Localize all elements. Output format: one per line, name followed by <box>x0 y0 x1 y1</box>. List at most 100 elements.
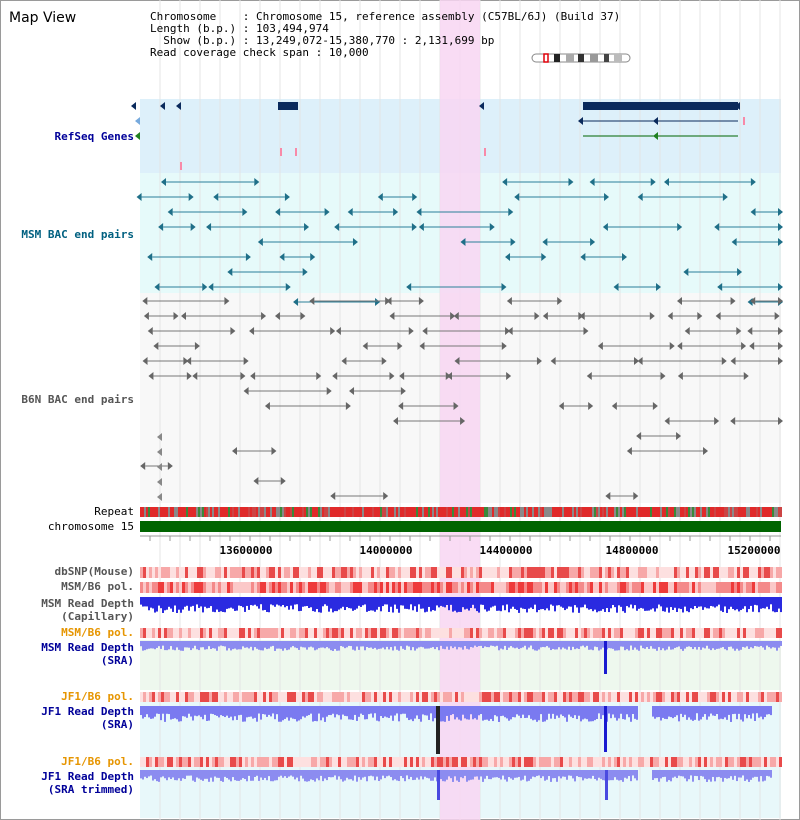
msm-sra-depth-bar <box>438 641 440 651</box>
repeat-segment <box>732 507 734 517</box>
repeat-segment <box>444 507 446 517</box>
repeat-segment <box>742 507 744 517</box>
jf1-depth-bar <box>314 706 316 721</box>
msm-sra-depth-bar <box>410 641 412 651</box>
msm-pol-cell <box>584 582 587 593</box>
dbsnp-cell <box>770 567 773 578</box>
msm-cap-depth-bar <box>370 597 372 611</box>
chromosome-ideogram[interactable] <box>530 53 632 63</box>
repeat-segment <box>504 507 506 517</box>
repeat-segment <box>626 507 628 517</box>
msm-sra-depth-bar <box>602 641 604 648</box>
jf1-trim-depth-bar <box>142 770 144 780</box>
msm-cap-depth-bar <box>524 597 526 610</box>
jf1-trim-depth-bar <box>658 770 660 782</box>
b6n-bac-pair-end <box>649 312 655 320</box>
repeat-segment <box>608 507 610 517</box>
jf1-pol2-cell <box>542 757 545 767</box>
jf1-depth-bar <box>358 706 360 717</box>
jf1-depth-bar <box>716 706 718 715</box>
jf1-trim-depth-bar <box>500 770 502 780</box>
msm-pol-cell <box>719 582 722 593</box>
msm-cap-depth-bar <box>442 597 444 607</box>
msm-sra-depth-bar <box>622 641 624 647</box>
msm-sra-depth-bar <box>774 641 776 648</box>
msm-cap-depth-bar <box>322 597 324 607</box>
msm-sra-depth-bar <box>712 641 714 649</box>
jf1-pol-cell <box>257 692 260 702</box>
jf1-trim-depth-bar <box>264 770 266 778</box>
jf1-trim-depth-bar <box>722 770 724 782</box>
msm-pol-cell <box>176 582 179 593</box>
msm-sra-depth-bar <box>582 641 584 646</box>
msm-bac-pair-end <box>347 208 353 216</box>
jf1-trim-depth-bar <box>516 770 518 778</box>
msm-pol2-cell <box>668 628 671 638</box>
msm-cap-depth-bar <box>746 597 748 613</box>
msm-cap-depth-bar <box>532 597 534 610</box>
jf1-depth-bar <box>370 706 372 714</box>
jf1-depth-bar <box>232 706 234 721</box>
msm-cap-depth-bar <box>310 597 312 608</box>
jf1-pol-cell <box>680 692 683 702</box>
jf1-pol2-cell <box>251 757 254 767</box>
selection-highlight[interactable] <box>440 0 480 820</box>
jf1-depth-bar <box>662 706 664 718</box>
msm-bac-pair-end <box>502 178 508 186</box>
jf1-trim-depth-bar <box>684 770 686 779</box>
msm-cap-depth-bar <box>666 597 668 608</box>
jf1-pol2-cell <box>407 757 410 767</box>
jf1-depth-bar <box>528 706 530 716</box>
dbsnp-cell <box>551 567 554 578</box>
msm-sra-depth-bar <box>570 641 572 651</box>
msm-cap-depth-bar <box>362 597 364 606</box>
repeat-segment <box>486 507 488 517</box>
dbsnp-cell <box>416 567 419 578</box>
jf1-pol2-cell <box>680 757 683 767</box>
jf1-depth-bar <box>486 706 488 720</box>
dbsnp-cell <box>380 567 383 578</box>
jf1-pol2-cell <box>233 757 236 767</box>
dbsnp-cell <box>212 567 215 578</box>
jf1-depth-bar <box>510 706 512 720</box>
repeat-segment <box>212 507 214 517</box>
jf1-pol-cell <box>359 692 362 702</box>
msm-cap-depth-bar <box>638 597 640 609</box>
jf1-depth-bar <box>258 706 260 714</box>
jf1-trim-depth-bar <box>308 770 310 782</box>
msm-cap-depth-bar <box>438 597 440 608</box>
b6n-bac-pair-end <box>697 312 703 320</box>
msm-sra-depth-bar <box>634 641 636 648</box>
jf1-trim-depth-bar <box>590 770 592 779</box>
jf1-pol2-cell <box>380 757 383 767</box>
msm-sra-depth-bar <box>518 641 520 650</box>
msm-pol2-cell <box>716 628 719 638</box>
jf1-pol-cell <box>737 692 740 702</box>
jf1-trim-depth-bar <box>556 770 558 782</box>
msm-cap-depth-bar <box>192 597 194 606</box>
msm-cap-depth-bar <box>296 597 298 605</box>
msm-pol2-cell <box>587 628 590 638</box>
msm-cap-depth-bar <box>144 597 146 607</box>
repeat-segment <box>188 507 190 517</box>
jf1-depth-bar <box>754 706 756 721</box>
jf1-trim-depth-bar <box>252 770 254 781</box>
msm-pol2-cell <box>476 628 479 638</box>
repeat-segment <box>690 507 692 517</box>
jf1-depth-bar <box>326 706 328 717</box>
dbsnp-cell <box>344 567 347 578</box>
jf1-depth-bar <box>474 706 476 719</box>
msm-sra-depth-bar <box>638 641 640 651</box>
b6n-bac-pair-end <box>778 342 783 350</box>
jf1-depth-bar <box>420 706 422 722</box>
axis-tick-label: 15200000 <box>728 544 781 557</box>
msm-sra-depth-bar <box>692 641 694 650</box>
jf1-depth-bar <box>294 706 296 720</box>
msm-pol2-cell <box>629 628 632 638</box>
jf1-pol-cell <box>146 692 149 702</box>
msm-cap-depth-bar <box>596 597 598 613</box>
b6n-bac-pair-end <box>747 327 753 335</box>
jf1-pol2-cell <box>596 757 599 767</box>
jf1-pol-cell <box>176 692 179 702</box>
msm-pol2-cell <box>563 628 566 638</box>
